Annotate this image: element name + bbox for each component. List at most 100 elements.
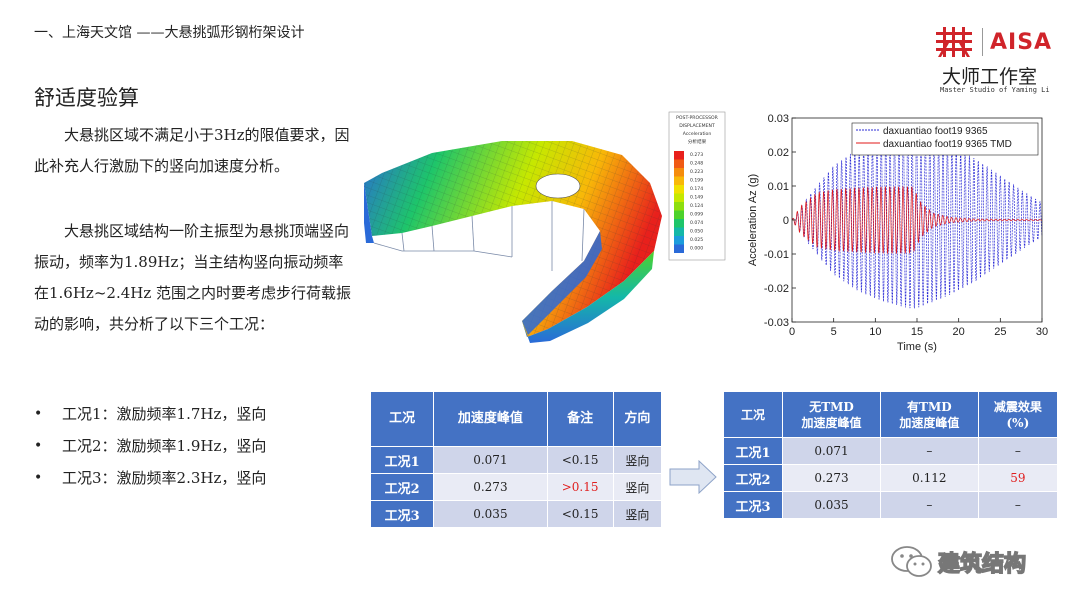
table-header-line: 减震效果 [993,399,1042,414]
list-item: 工况3：激励频率2.3Hz，竖向 [34,462,266,494]
y-tick-label: 0.01 [768,181,789,193]
table-cell: 0.035 [433,500,548,528]
table-cell: 0.071 [782,437,881,465]
logo-mark-icon [936,27,972,57]
table-cell: – [977,437,1059,465]
x-tick-label: 20 [953,326,965,338]
legend-value: 0.025 [690,237,703,243]
table-row: 工况3 0.035 <0.15 竖向 [369,500,663,528]
table-header: 有TMD 加速度峰值 [879,391,979,438]
table-header-line: 加速度峰值 [899,415,960,430]
table-cell: – [977,491,1059,519]
wechat-icon [891,546,932,577]
row-label: 工况3 [722,491,784,519]
table-header-line: 无TMD [809,399,854,414]
series-line [791,185,1042,255]
legend-value: 0.273 [690,152,703,158]
table-cell: <0.15 [546,500,614,528]
x-tick-label: 5 [831,326,837,338]
right-arrow-icon [669,460,717,494]
row-label: 工况2 [722,464,784,492]
y-axis-label: Acceleration Az (g) [747,174,759,266]
x-tick-label: 25 [994,326,1006,338]
legend-swatch [674,185,684,194]
logo-en-name: Master Studio of Yaming Li [940,86,1050,94]
table-row: 工况2 0.273 >0.15 竖向 [369,473,663,501]
logo-separator [982,28,983,56]
legend-header-text: POST-PROCESSOR [676,115,718,121]
legend-value: 0.174 [690,186,703,192]
y-tick-label: 0.03 [768,113,789,125]
legend-header-text: Acceleration [683,131,712,137]
table-header-line: (%) [1006,415,1030,430]
watermark: 建筑结构 [890,542,1050,582]
table-cell-highlight: >0.15 [546,473,614,501]
acceleration-chart: 0 5 10 15 20 25 30 0.03 0.02 0.01 0 -0.01 -0.02 -0.03… [747,113,1048,353]
table-cell: <0.15 [546,446,614,474]
legend-swatch [674,244,684,253]
row-label: 工况2 [369,473,435,501]
fea-legend: POST-PROCESSOR DISPLACEMENT Acceleration分析… [668,111,726,261]
acceleration-table: 工况 加速度峰值 备注 方向 工况1 0.071 <0.15 竖向 工况2 0.… [369,391,663,528]
paragraph-intro: 大悬挑区域不满足小于3Hz的限值要求，因此补充人行激励下的竖向加速度分析。 [34,126,350,175]
table-header: 减震效果 (%) [977,391,1059,438]
row-label: 工况3 [369,500,435,528]
table-header: 加速度峰值 [433,391,548,447]
list-item: 工况1：激励频率1.7Hz，竖向 [34,398,266,430]
legend-swatch [674,202,684,211]
header-title: 一、上海天文馆 ——大悬挑弧形钢桁架设计 [34,25,305,41]
x-axis-label: Time (s) [897,341,937,353]
y-tick-label: 0 [783,215,789,227]
table-header: 工况 [369,391,435,447]
x-tick-label: 30 [1036,326,1048,338]
list-item: 工况2：激励频率1.9Hz，竖向 [34,430,266,462]
legend-header-text: 分析结果 [688,138,707,145]
table-row: 工况1 0.071 – – [722,437,1059,465]
legend-swatch [674,159,684,168]
y-tick-label: 0.02 [768,147,789,159]
table-cell: 0.112 [879,464,979,492]
row-label: 工况1 [369,446,435,474]
fea-contour-image [364,141,662,343]
table-cell: 0.273 [433,473,548,501]
table-header-line: 有TMD [907,399,952,414]
table-cell-highlight: 59 [977,464,1059,492]
table-header: 方向 [612,391,663,447]
section-title: 舒适度验算 [34,86,139,110]
legend-swatch [674,168,684,177]
table-cell: 0.035 [782,491,881,519]
legend-value: 0.099 [690,212,703,218]
legend-value: 0.199 [690,178,703,184]
legend-swatch [674,227,684,236]
table-cell: – [879,437,979,465]
legend-entry: daxuantiao foot19 9365 [883,126,988,137]
row-label: 工况1 [722,437,784,465]
y-tick-label: -0.03 [764,317,789,329]
table-row: 工况1 0.071 <0.15 竖向 [369,446,663,474]
logo-cn-name: 大师工作室 [942,66,1038,88]
logo: ΑISΑ 大师工作室 Master Studio of Yaming Li [934,24,1054,99]
legend-value: 0.000 [690,246,703,252]
legend-swatch [674,193,684,202]
table-cell: 竖向 [612,500,663,528]
y-tick-label: -0.01 [764,249,789,261]
legend-swatch [674,210,684,219]
legend-value: 0.074 [690,220,703,226]
legend-header-text: DISPLACEMENT [679,123,715,129]
table-cell: 0.273 [782,464,881,492]
legend-swatch [674,219,684,228]
case-list: 工况1：激励频率1.7Hz，竖向 工况2：激励频率1.9Hz，竖向 工况3：激励… [34,398,266,494]
logo-brand: ΑISΑ [990,30,1053,55]
table-row: 工况2 0.273 0.112 59 [722,464,1059,492]
x-tick-label: 10 [869,326,881,338]
legend-value: 0.223 [690,169,703,175]
tmd-table: 工况 无TMD 加速度峰值 有TMD 加速度峰值 减震效果 (%) 工况1 0.071… [722,391,1059,519]
legend-value: 0.149 [690,195,703,201]
table-header: 无TMD 加速度峰值 [782,391,881,438]
legend-swatch [674,176,684,185]
table-cell: 竖向 [612,473,663,501]
table-cell: – [879,491,979,519]
legend-value: 0.124 [690,203,703,209]
table-cell: 竖向 [612,446,663,474]
legend-value: 0.050 [690,229,703,235]
